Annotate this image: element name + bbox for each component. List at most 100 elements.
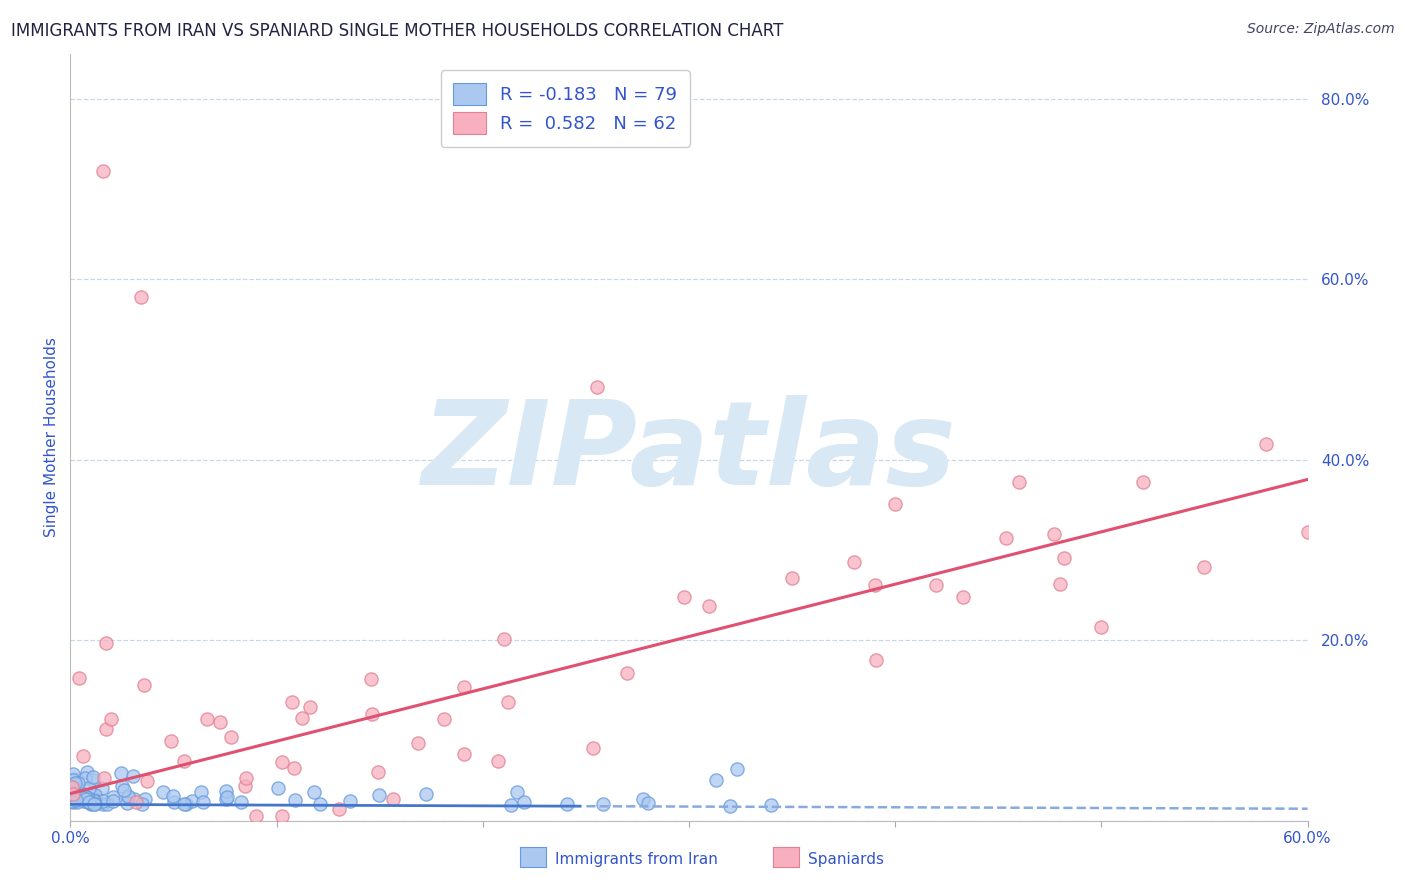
Point xyxy=(245,808,267,822)
Point xyxy=(697,599,720,613)
Point xyxy=(368,789,391,803)
Point xyxy=(280,695,302,709)
Point xyxy=(219,730,242,744)
Point xyxy=(73,772,96,786)
Point xyxy=(360,706,382,721)
Point xyxy=(96,722,118,736)
Point xyxy=(592,797,614,811)
Point xyxy=(190,785,212,799)
Point xyxy=(193,795,215,809)
Point xyxy=(761,797,783,812)
Point xyxy=(233,779,256,793)
Point xyxy=(283,761,305,775)
Point xyxy=(1008,475,1031,489)
Point xyxy=(304,784,326,798)
Point xyxy=(582,740,605,755)
Point xyxy=(66,776,89,790)
Point xyxy=(75,790,97,805)
Point xyxy=(76,765,98,780)
Point xyxy=(84,789,107,803)
Text: Immigrants from Iran: Immigrants from Iran xyxy=(555,853,718,867)
Point xyxy=(453,681,475,695)
Point xyxy=(75,792,97,806)
Point xyxy=(63,775,86,789)
Point xyxy=(91,164,114,178)
Point xyxy=(72,787,94,801)
Point xyxy=(152,785,174,799)
Point xyxy=(271,809,294,823)
Point xyxy=(96,635,118,649)
Point xyxy=(367,765,389,780)
Point xyxy=(415,788,437,802)
Point xyxy=(91,797,114,812)
Point xyxy=(77,791,100,805)
Point xyxy=(284,793,307,807)
Point xyxy=(505,784,527,798)
Point xyxy=(215,792,238,806)
Point xyxy=(339,794,361,808)
Point xyxy=(180,794,202,808)
Point xyxy=(65,792,87,806)
Point xyxy=(706,773,728,788)
Point xyxy=(122,769,145,783)
Point xyxy=(271,755,294,769)
Point xyxy=(125,795,148,809)
Point xyxy=(132,678,155,692)
Point xyxy=(780,571,803,585)
Point xyxy=(673,591,696,605)
Point xyxy=(77,795,100,809)
Point xyxy=(453,747,475,761)
Point xyxy=(131,797,153,812)
Point xyxy=(67,782,90,797)
Point xyxy=(360,672,382,686)
Point xyxy=(77,781,100,796)
Point xyxy=(433,713,456,727)
Point xyxy=(267,781,290,796)
Point xyxy=(1049,576,1071,591)
Point xyxy=(72,791,94,805)
Point xyxy=(96,797,118,811)
Point xyxy=(72,749,94,764)
Text: Source: ZipAtlas.com: Source: ZipAtlas.com xyxy=(1247,22,1395,37)
Point xyxy=(115,797,138,811)
Point xyxy=(631,792,654,806)
Point xyxy=(82,773,104,788)
Point xyxy=(492,632,515,646)
Point xyxy=(718,799,741,814)
Point xyxy=(117,789,139,804)
Legend: R = -0.183   N = 79, R =  0.582   N = 62: R = -0.183 N = 79, R = 0.582 N = 62 xyxy=(440,70,690,147)
Point xyxy=(1090,619,1112,633)
Point xyxy=(79,796,101,810)
Point xyxy=(66,795,89,809)
Point xyxy=(298,700,321,714)
Point xyxy=(195,712,218,726)
Point xyxy=(73,794,96,808)
Point xyxy=(131,290,153,304)
Point xyxy=(215,784,238,798)
Point xyxy=(486,754,509,768)
Point xyxy=(406,736,429,750)
Point xyxy=(60,794,83,808)
Point xyxy=(308,797,330,812)
Point xyxy=(117,789,139,803)
Point xyxy=(83,797,105,811)
Point xyxy=(637,796,659,810)
Point xyxy=(65,794,87,808)
Text: Spaniards: Spaniards xyxy=(808,853,884,867)
Point xyxy=(1296,525,1319,540)
Point xyxy=(135,773,157,788)
Point xyxy=(1337,450,1360,464)
Point xyxy=(134,792,156,806)
Point xyxy=(101,789,124,804)
Point xyxy=(112,783,135,797)
Point xyxy=(952,591,974,605)
Point xyxy=(616,665,638,680)
Point xyxy=(291,711,314,725)
Point xyxy=(91,794,114,808)
Point xyxy=(67,671,90,685)
Point xyxy=(884,497,907,511)
Point xyxy=(83,797,105,811)
Point xyxy=(70,790,93,805)
Point xyxy=(209,715,232,730)
Point xyxy=(162,789,184,803)
